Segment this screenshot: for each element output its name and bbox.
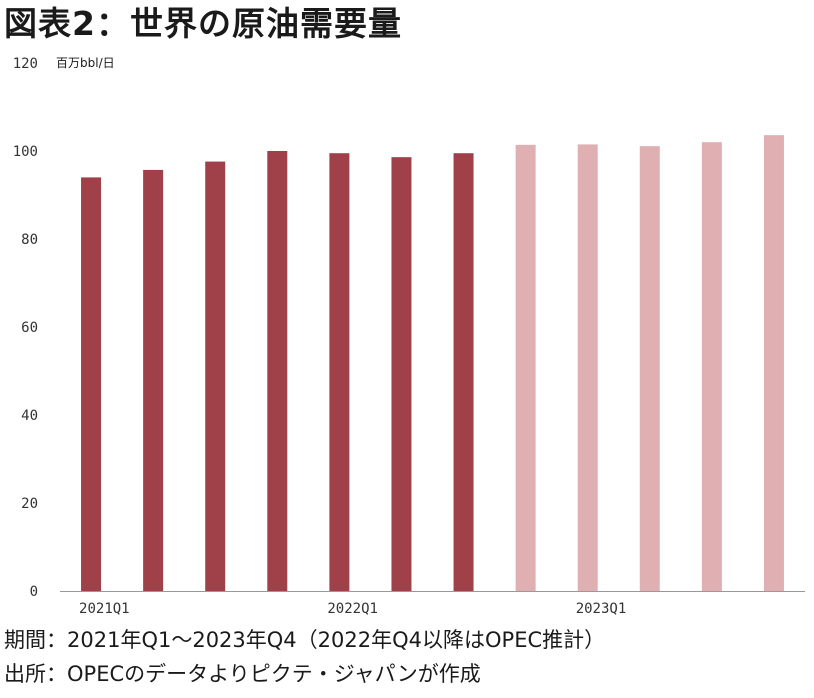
bar-2023Q2 — [639, 146, 660, 591]
source-note: 出所：OPECのデータよりピクテ・ジャパンが作成 — [4, 662, 481, 686]
y-tick-label: 20 — [21, 496, 38, 512]
bar-2022Q4 — [515, 144, 536, 591]
y-tick-label: 60 — [21, 320, 38, 336]
y-tick-label: 80 — [21, 232, 38, 248]
y-axis-unit-label: 百万bbl/日 — [56, 56, 115, 70]
bar-chart: 0 20 40 60 80 100 120 2021Q1 2022Q1 2023Q1 — [13, 56, 805, 617]
bar-2023Q1 — [577, 144, 598, 591]
y-tick-label: 40 — [21, 408, 38, 424]
y-tick-label: 120 — [13, 56, 38, 72]
chart-title: 図表2：世界の原油需要量 — [4, 4, 402, 43]
bar-2022Q3 — [453, 153, 474, 591]
x-tick-label: 2023Q1 — [576, 601, 627, 617]
y-tick-label: 0 — [30, 584, 38, 600]
bar-2021Q1 — [81, 177, 102, 591]
bar-2021Q3 — [205, 161, 226, 591]
bar-2021Q4 — [267, 151, 288, 591]
bar-2023Q3 — [701, 142, 722, 591]
bar-2022Q2 — [391, 157, 412, 591]
bar-2023Q4 — [763, 135, 784, 591]
x-tick-label: 2021Q1 — [79, 601, 130, 617]
x-tick-label: 2022Q1 — [327, 601, 378, 617]
y-tick-label: 100 — [13, 144, 38, 160]
bar-2022Q1 — [329, 153, 350, 591]
period-note: 期間：2021年Q1～2023年Q4（2022年Q4以降はOPEC推計） — [4, 628, 606, 652]
bar-2021Q2 — [143, 169, 164, 592]
